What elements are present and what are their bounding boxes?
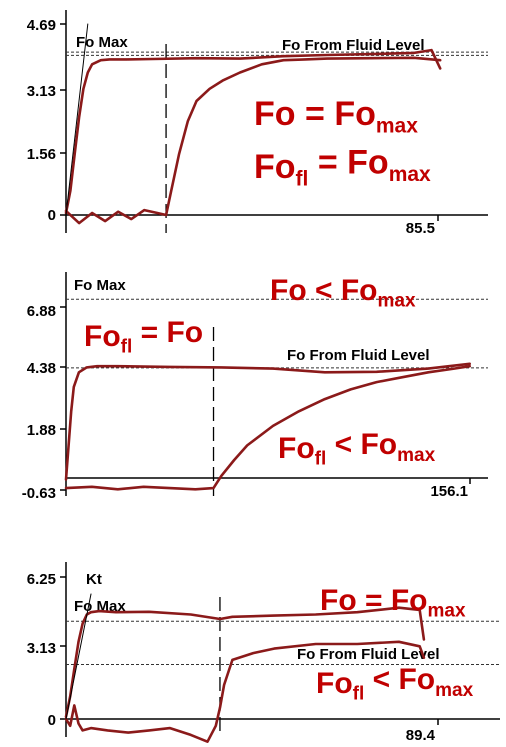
x-end-label: 156.1 bbox=[430, 483, 468, 500]
ref-label-fo-fluid-level: Fo From Fluid Level bbox=[282, 37, 425, 54]
kt-label: Kt bbox=[86, 571, 102, 588]
y-tick-label: 4.38 bbox=[27, 360, 56, 377]
y-tick-label: 1.88 bbox=[27, 422, 56, 439]
series-line bbox=[64, 362, 472, 481]
equation-label: Fofl < Fomax bbox=[278, 428, 436, 470]
equation-label: Fofl = Fomax bbox=[254, 143, 431, 190]
chart-panel-3: 6.25 3.13 0 Kt Fo Max Fo From Fluid Leve… bbox=[27, 562, 500, 744]
series-line bbox=[64, 48, 442, 215]
chart-panel-1: 4.69 3.13 1.56 0 Fo Max Fo From Fluid Le… bbox=[27, 10, 488, 237]
series-line bbox=[64, 640, 426, 744]
chart-panel-2: 6.88 4.38 1.88 -0.63 Fo Max Fo From Flui… bbox=[22, 272, 488, 502]
series-line bbox=[64, 364, 472, 491]
y-tick-label: 0 bbox=[48, 712, 56, 729]
y-tick-label: 6.88 bbox=[27, 303, 56, 320]
y-tick-label: 3.13 bbox=[27, 640, 56, 657]
equation-label: Fofl < Fomax bbox=[316, 663, 474, 705]
ref-label-fo-max: Fo Max bbox=[76, 34, 128, 51]
ref-label-fo-max: Fo Max bbox=[74, 277, 126, 294]
x-end-label: 89.4 bbox=[406, 727, 436, 744]
series-line bbox=[64, 606, 426, 719]
ref-label-fo-fluid-level: Fo From Fluid Level bbox=[287, 347, 430, 364]
y-tick-label: 4.69 bbox=[27, 17, 56, 34]
y-tick-label: 3.13 bbox=[27, 83, 56, 100]
equation-label: Fo < Fomax bbox=[270, 274, 416, 312]
equation-label: Fo = Fomax bbox=[254, 95, 418, 137]
slope-line bbox=[65, 23, 89, 216]
x-end-label: 85.5 bbox=[406, 220, 435, 237]
y-tick-label: 6.25 bbox=[27, 571, 56, 588]
y-tick-label: -0.63 bbox=[22, 485, 56, 502]
y-tick-label: 1.56 bbox=[27, 146, 56, 163]
slope-line bbox=[65, 593, 92, 720]
series-line bbox=[64, 56, 442, 225]
ref-label-fo-fluid-level: Fo From Fluid Level bbox=[297, 646, 440, 663]
equation-label: Fofl = Fo bbox=[84, 316, 203, 358]
equation-label: Fo = Fomax bbox=[320, 584, 466, 622]
y-tick-label: 0 bbox=[48, 207, 56, 224]
